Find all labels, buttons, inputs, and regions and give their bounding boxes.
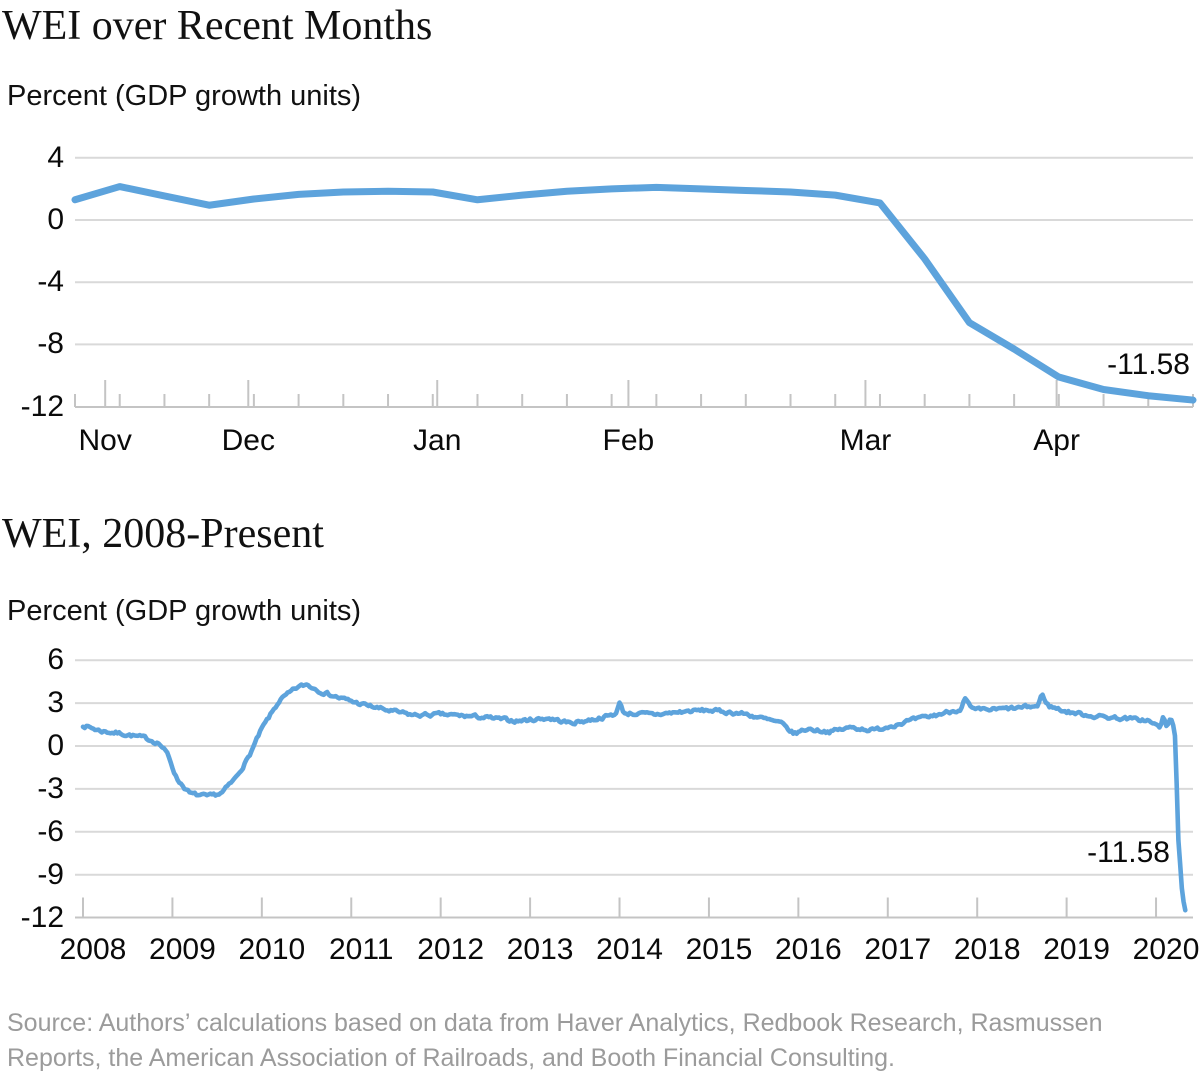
chart1-y-axis-label: -8 — [37, 327, 64, 361]
chart2-x-axis-label: 2017 — [864, 933, 932, 966]
chart1-x-axis-label: Nov — [78, 424, 132, 457]
chart2-title: WEI, 2008-Present — [2, 511, 324, 557]
chart2-x-axis-label: 2010 — [238, 933, 306, 966]
chart1-title: WEI over Recent Months — [2, 3, 433, 49]
chart2-y-axis-label: 6 — [47, 643, 64, 677]
chart1-last-value-label: -11.58 — [1107, 348, 1190, 381]
chart2-y-axis-label: 3 — [47, 686, 64, 720]
chart1-x-axis-label: Mar — [839, 424, 892, 457]
chart1-x-axis-label: Apr — [1033, 424, 1080, 457]
chart1-x-axis-label: Jan — [413, 424, 462, 457]
chart2-x-axis-label: 2011 — [328, 933, 394, 966]
chart2-y-axis-label: 0 — [47, 729, 64, 762]
chart2-x-axis-label: 2013 — [506, 933, 574, 966]
chart2-y-axis-label: -12 — [20, 900, 64, 934]
chart2-x-axis-label: 2014 — [596, 933, 663, 966]
chart1-x-axis-label: Dec — [221, 424, 275, 457]
chart2-y-axis-label: -3 — [37, 771, 64, 805]
chart1-y-axis-label: -4 — [37, 265, 64, 299]
chart2-x-axis-label: 2015 — [685, 933, 753, 966]
chart1-y-axis-label: -12 — [20, 389, 64, 423]
chart2-last-value-label: -11.58 — [1087, 836, 1170, 869]
chart1-unit-label: Percent (GDP growth units) — [7, 80, 362, 112]
chart2-x-axis-label: 2008 — [59, 933, 127, 966]
chart2-x-axis-label: 2019 — [1043, 933, 1110, 966]
chart2-y-axis-label: -6 — [37, 814, 64, 848]
source-note: Source: Authors’ calculations based on d… — [7, 1009, 1103, 1072]
chart1-x-axis-label: Feb — [602, 424, 655, 457]
chart2-x-axis-label: 2016 — [774, 933, 842, 966]
chart1-y-axis-label: 4 — [47, 140, 64, 174]
chart2-unit-label: Percent (GDP growth units) — [7, 595, 362, 627]
chart2-x-axis-label: 2018 — [953, 933, 1021, 966]
chart2-x-axis-label: 2009 — [149, 933, 216, 966]
chart2-y-axis-label: -9 — [37, 857, 64, 891]
chart2-x-axis-label: 2012 — [417, 933, 485, 966]
chart1-y-axis-label: 0 — [47, 203, 64, 236]
chart2-x-axis-label: 2020 — [1132, 933, 1200, 966]
